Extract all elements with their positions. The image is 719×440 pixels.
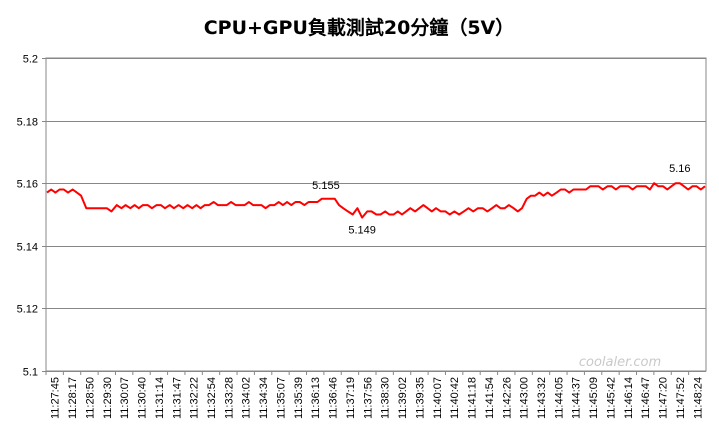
x-tick-label: 11:37:56 [362, 377, 374, 419]
y-tick-label: 5.2 [23, 54, 38, 66]
y-tick-label: 5.16 [17, 179, 38, 191]
data-label: 5.149 [348, 225, 376, 237]
y-tick-label: 5.14 [17, 242, 38, 254]
x-tick-label: 11:40:42 [449, 377, 461, 419]
x-tick-label: 11:47:20 [658, 377, 670, 419]
x-tick-label: 11:34:02 [241, 377, 253, 419]
x-tick-label: 11:46:14 [623, 377, 635, 419]
x-tick-label: 11:41:18 [467, 377, 479, 419]
x-tick-label: 11:28:17 [67, 377, 79, 419]
x-tick-label: 11:32:54 [206, 377, 218, 419]
x-tick-label: 11:39:02 [397, 377, 409, 419]
x-tick-label: 11:40:07 [432, 377, 444, 419]
x-tick-label: 11:32:22 [189, 377, 201, 419]
x-tick-label: 11:43:00 [519, 377, 531, 419]
x-tick-label: 11:45:09 [588, 377, 600, 419]
x-tick-label: 11:47:52 [675, 377, 687, 419]
x-tick-label: 11:31:47 [171, 377, 183, 419]
x-tick-label: 11:35:39 [293, 377, 305, 419]
x-tick-label: 11:43:32 [536, 377, 548, 419]
x-tick-label: 11:38:30 [380, 377, 392, 419]
x-tick-label: 11:35:07 [275, 377, 287, 419]
x-tick-label: 11:36:46 [328, 377, 340, 419]
x-tick-label: 11:31:14 [154, 377, 166, 419]
x-tick-label: 11:48:24 [692, 377, 704, 419]
x-tick-label: 11:30:07 [119, 377, 131, 419]
series-layer [46, 182, 706, 219]
x-tick-label: 11:42:26 [501, 377, 513, 419]
series-line [46, 182, 706, 219]
chart-title: CPU+GPU負載測試20分鐘（5V） [204, 16, 515, 39]
data-label: 5.16 [669, 163, 690, 175]
x-tick-label: 11:28:50 [84, 377, 96, 419]
data-label: 5.155 [312, 180, 340, 192]
x-tick-label: 11:30:40 [137, 377, 149, 419]
x-tick-label: 11:46:47 [640, 377, 652, 419]
y-tick-label: 5.1 [23, 367, 38, 379]
x-tick-label: 11:34:34 [258, 377, 270, 419]
x-tick-label: 11:37:19 [345, 377, 357, 419]
x-tick-label: 11:29:30 [102, 377, 114, 419]
x-tick-label: 11:41:54 [484, 377, 496, 419]
annotation-layer: 5.155 5.149 5.16 [312, 163, 690, 236]
x-tick-label: 11:44:05 [553, 377, 565, 419]
x-tick-label: 11:36:13 [310, 377, 322, 419]
y-tick-label: 5.18 [17, 117, 38, 129]
axis-layer: 5.1 5.12 5.14 5.16 5.18 5.2 11:27:45 11:28:17 11… [17, 54, 705, 420]
x-tick-label: 11:45:42 [605, 377, 617, 419]
watermark: coolaler.com [579, 355, 661, 370]
x-tick-label: 11:44:37 [571, 377, 583, 419]
y-tick-label: 5.12 [17, 304, 38, 316]
x-tick-label: 11:33:28 [223, 377, 235, 419]
x-tick-label: 11:39:35 [414, 377, 426, 419]
x-tick-label: 11:27:45 [50, 377, 62, 419]
